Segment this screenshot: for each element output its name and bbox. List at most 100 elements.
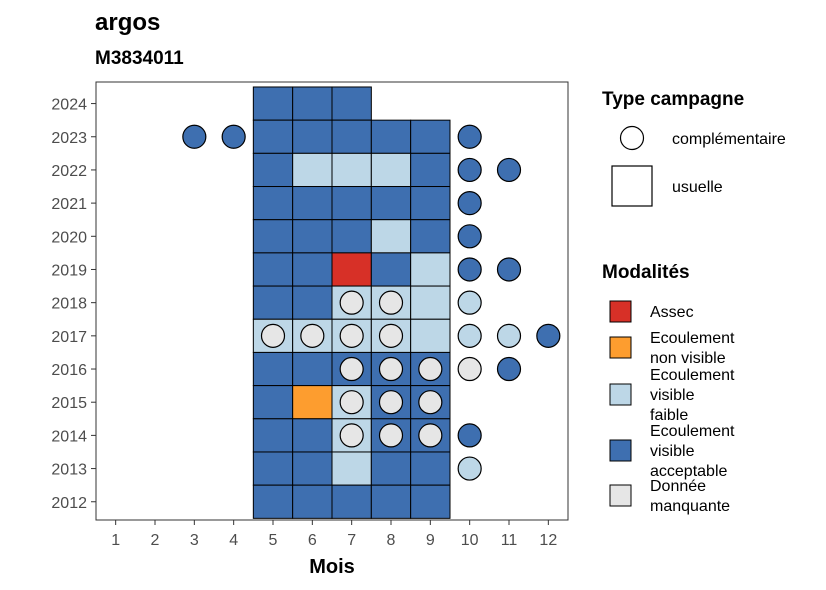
legend-type-campagne: Type campagne complémentaire usuelle: [602, 89, 786, 207]
chart-title: argos: [95, 9, 160, 36]
legend-label-acceptable-0: Ecoulement: [650, 423, 735, 440]
tile-2012-5: [252, 484, 294, 519]
legend-key-usuelle: [611, 165, 653, 207]
legend-swatch-manquante: [609, 484, 632, 507]
x-tick-label-11: 11: [501, 532, 518, 549]
point-2023-10: [457, 124, 482, 149]
tile-2023-7: [331, 119, 372, 154]
point-2015-9: [418, 390, 443, 415]
legend-label-acceptable-1: visible: [650, 443, 695, 460]
point-2023-4: [221, 124, 246, 149]
tile-2019-7: [331, 252, 372, 287]
y-tick-label-2013: 2013: [51, 462, 87, 479]
legend-label-faible-1: visible: [650, 387, 695, 404]
x-tick-label-6: 6: [308, 532, 317, 549]
tile-2022-8: [370, 152, 412, 188]
tile-2020-7: [331, 219, 372, 254]
point-2018-7: [339, 290, 364, 315]
tile-2024-6: [292, 86, 333, 121]
x-axis-label: Mois: [309, 556, 355, 578]
legend-label-manquante-0: Donnée: [650, 478, 706, 495]
tile-2023-8: [370, 119, 412, 154]
legend-swatch-acceptable: [609, 439, 632, 462]
tile-2023-9: [410, 119, 451, 154]
legend-swatch-nonvisible: [609, 336, 632, 359]
x-tick-label-7: 7: [347, 532, 356, 549]
tile-2018-5: [252, 285, 294, 320]
y-tick-label-2023: 2023: [51, 130, 87, 147]
point-2018-8: [378, 290, 404, 315]
y-tick-label-2015: 2015: [51, 395, 87, 412]
x-axis: 1 2 3 4 5 6 7 8 9 10 11 12: [111, 520, 557, 549]
tile-2013-9: [410, 451, 451, 486]
point-2016-7: [339, 356, 364, 382]
tile-2020-8: [370, 219, 412, 254]
tile-2019-8: [370, 252, 412, 287]
tile-2012-9: [410, 484, 451, 519]
tile-2019-5: [252, 252, 294, 287]
point-2014-8: [378, 423, 404, 448]
legend-label-faible-0: Ecoulement: [650, 367, 735, 384]
tile-2015-5: [252, 385, 294, 420]
tile-2022-7: [331, 152, 372, 188]
tile-2021-7: [331, 186, 372, 221]
y-tick-label-2021: 2021: [51, 196, 87, 213]
point-2014-7: [339, 423, 364, 448]
tile-2013-7: [331, 451, 372, 486]
tile-2018-9: [410, 285, 451, 320]
point-2015-8: [378, 390, 404, 415]
point-2016-10: [457, 356, 482, 382]
point-2017-7: [339, 323, 364, 348]
chart-subtitle: M3834011: [95, 48, 184, 69]
point-2022-11: [496, 157, 522, 183]
tile-2023-6: [292, 119, 333, 154]
point-2015-7: [339, 390, 364, 415]
point-layer: [182, 124, 561, 481]
point-2014-9: [418, 423, 443, 448]
x-tick-label-5: 5: [269, 532, 278, 549]
point-2019-10: [457, 257, 482, 282]
y-tick-label-2022: 2022: [51, 163, 87, 180]
tile-2021-6: [292, 186, 333, 221]
point-2017-12: [536, 323, 561, 348]
tile-2018-6: [292, 285, 333, 320]
y-tick-label-2017: 2017: [51, 329, 87, 346]
y-tick-label-2016: 2016: [51, 362, 87, 379]
point-2021-10: [457, 191, 482, 216]
tile-2019-6: [292, 252, 333, 287]
tile-2024-5: [252, 86, 294, 121]
tile-2022-9: [410, 152, 451, 188]
x-tick-label-4: 4: [229, 532, 238, 549]
x-tick-label-3: 3: [190, 532, 199, 549]
tile-2020-6: [292, 219, 333, 254]
tile-2013-5: [252, 451, 294, 486]
tile-2017-9: [410, 318, 451, 353]
y-tick-label-2019: 2019: [51, 262, 87, 279]
y-tick-label-2014: 2014: [51, 428, 87, 445]
point-2017-10: [457, 323, 482, 348]
tile-2021-9: [410, 186, 451, 221]
point-2016-11: [496, 356, 522, 382]
x-tick-label-9: 9: [426, 532, 435, 549]
tile-2013-8: [370, 451, 412, 486]
tile-2021-8: [370, 186, 412, 221]
point-2017-11: [496, 323, 522, 348]
tile-2014-5: [252, 418, 294, 453]
tile-2024-7: [331, 86, 372, 121]
tile-2012-7: [331, 484, 372, 519]
y-tick-label-2020: 2020: [51, 229, 87, 246]
point-2020-10: [457, 224, 482, 249]
legend-label-manquante-1: manquante: [650, 498, 730, 515]
point-2016-8: [378, 356, 404, 382]
legend-key-complementaire: [619, 125, 645, 151]
legend-label-acceptable-2: acceptable: [650, 463, 727, 480]
tile-2016-5: [252, 351, 294, 387]
legend-label-complementaire: complémentaire: [672, 131, 786, 148]
legend-label-usuelle: usuelle: [672, 179, 723, 196]
x-tick-label-8: 8: [387, 532, 396, 549]
tile-2022-5: [252, 152, 294, 188]
x-tick-label-12: 12: [539, 532, 557, 549]
point-2018-10: [457, 290, 482, 315]
